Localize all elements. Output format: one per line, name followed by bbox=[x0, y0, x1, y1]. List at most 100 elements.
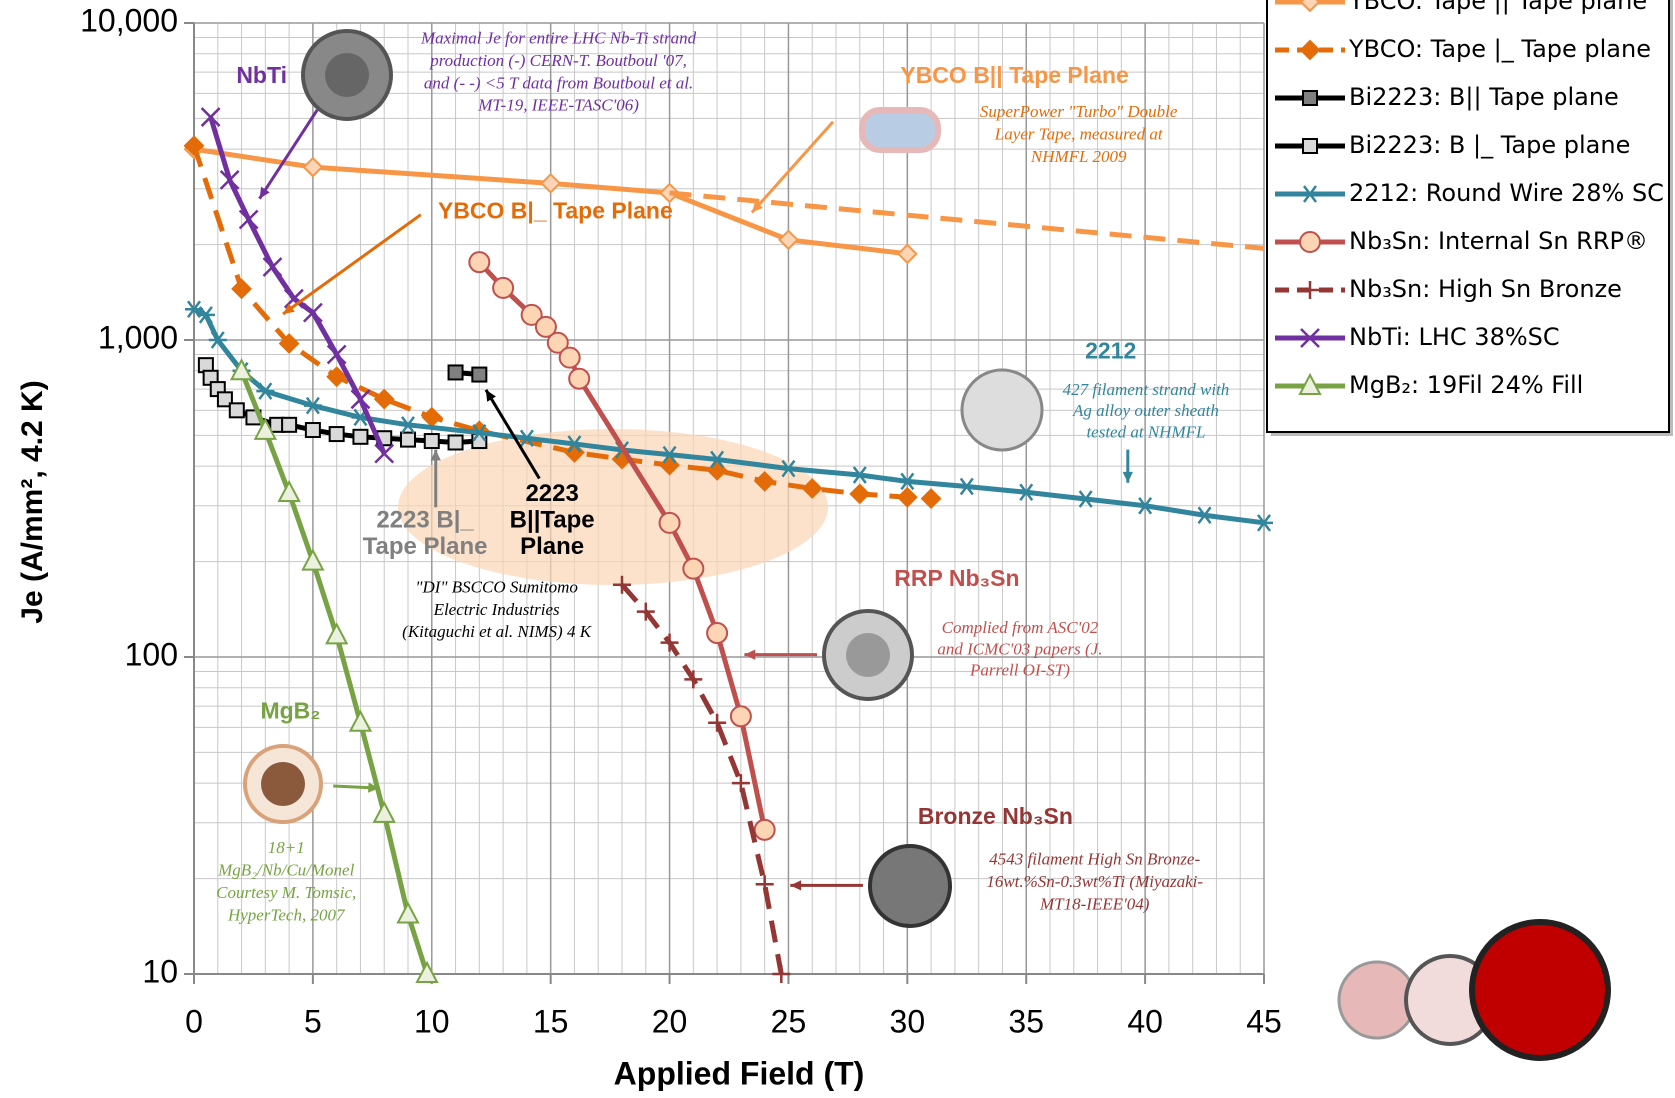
marker bbox=[708, 713, 727, 732]
arrow-head bbox=[430, 449, 441, 461]
ybco-tape-image bbox=[859, 107, 941, 153]
marker bbox=[304, 422, 321, 439]
annotation: HyperTech, 2007 bbox=[227, 905, 346, 924]
marker bbox=[468, 251, 491, 274]
x-tick-label: 0 bbox=[185, 1003, 203, 1039]
marker bbox=[301, 548, 325, 571]
marker bbox=[517, 429, 536, 447]
annotation: production (-) CERN-T. Boutboul '07, bbox=[429, 51, 687, 70]
marker bbox=[520, 303, 543, 326]
marker bbox=[1255, 514, 1273, 532]
marker bbox=[540, 172, 562, 194]
x-tick-label: 20 bbox=[652, 1003, 688, 1039]
nbti-strand-core bbox=[325, 53, 369, 97]
series bbox=[200, 107, 395, 464]
x-tick-label: 45 bbox=[1246, 1003, 1282, 1039]
arrow-head bbox=[1122, 471, 1133, 483]
marker bbox=[660, 445, 679, 464]
marker bbox=[558, 346, 581, 369]
marker bbox=[352, 428, 369, 445]
series bbox=[197, 357, 488, 451]
legend-marker bbox=[1298, 372, 1322, 395]
annotation: Complied from ASC'02 bbox=[942, 618, 1099, 637]
annotation: Maximal Je for entire LHC Nb-Ti strand bbox=[420, 28, 697, 47]
series bbox=[468, 251, 776, 841]
rrp-strand-core bbox=[846, 633, 890, 677]
marker bbox=[200, 107, 221, 127]
annotation: 16wt.%Sn-0.3wt%Ti (Miyazaki- bbox=[986, 872, 1203, 891]
legend-label: YBCO: Tape || Tape plane bbox=[1348, 0, 1647, 15]
arrow bbox=[750, 120, 835, 214]
annotation: Layer Tape, measured at bbox=[994, 125, 1164, 144]
arrow-head bbox=[790, 880, 802, 891]
legend-item: 2212: Round Wire 28% SC bbox=[1275, 179, 1664, 207]
marker bbox=[400, 431, 416, 448]
marker bbox=[1195, 506, 1214, 525]
legend-item: NbTi: LHC 38%SC bbox=[1275, 323, 1560, 351]
marker bbox=[228, 402, 245, 419]
marker bbox=[415, 960, 439, 983]
x-tick-label: 40 bbox=[1127, 1003, 1163, 1039]
marker bbox=[1136, 497, 1155, 515]
series-line bbox=[191, 144, 932, 502]
series bbox=[447, 364, 488, 383]
annotation: 4543 filament High Sn Bronze- bbox=[989, 850, 1200, 869]
legend-marker bbox=[1301, 281, 1319, 299]
annotation: and ICMC'03 papers (J. bbox=[937, 639, 1102, 658]
y-tick-label: 100 bbox=[125, 636, 178, 672]
legend-item: Nb₃Sn: High Sn Bronze bbox=[1275, 275, 1622, 303]
arrow-head bbox=[283, 303, 295, 314]
arrow-head bbox=[751, 201, 763, 213]
marker bbox=[196, 306, 215, 324]
legend-marker bbox=[1302, 90, 1318, 106]
marker bbox=[281, 416, 298, 433]
series bbox=[669, 190, 1265, 251]
annotation: "DI" BSCCO Sumitomo bbox=[415, 577, 578, 596]
annotation: Tape Plane bbox=[363, 533, 488, 560]
marker bbox=[898, 472, 917, 491]
marker bbox=[896, 486, 918, 508]
legend-item: MgB₂: 19Fil 24% Fill bbox=[1275, 371, 1583, 399]
marker bbox=[447, 364, 464, 381]
marker bbox=[470, 423, 489, 442]
marker bbox=[231, 278, 252, 300]
marker bbox=[219, 169, 240, 190]
y-axis-title: Je (A/mm², 4.2 K) bbox=[16, 380, 49, 623]
marker bbox=[568, 367, 591, 390]
plot-area: Maximal Je for entire LHC Nb-Ti strand pr… bbox=[183, 28, 1273, 983]
annotation: (Kitaguchi et al. NIMS) 4 K bbox=[402, 622, 593, 641]
marker bbox=[636, 602, 655, 621]
annotation: 2223 B|_ bbox=[376, 507, 474, 534]
annotation: RRP Nb₃Sn bbox=[894, 565, 1019, 591]
arrow-head bbox=[485, 389, 496, 402]
marker bbox=[534, 315, 557, 338]
annotation: and (- -) <5 T data from Boutboul et al. bbox=[424, 73, 693, 92]
annotation: MT18-IEEE'04) bbox=[1039, 895, 1150, 914]
legend-item: YBCO: Tape |_ Tape plane bbox=[1275, 35, 1651, 63]
marker bbox=[779, 459, 798, 478]
arrow bbox=[484, 389, 541, 480]
arrow bbox=[282, 213, 422, 316]
2212-strand-image bbox=[960, 368, 1044, 452]
marker bbox=[920, 488, 942, 510]
marker bbox=[303, 302, 323, 323]
marker bbox=[283, 288, 304, 309]
annotation: NbTi bbox=[236, 62, 287, 88]
x-tick-label: 30 bbox=[890, 1003, 926, 1039]
marker bbox=[682, 557, 705, 580]
series-line bbox=[193, 146, 908, 257]
marker bbox=[778, 229, 799, 251]
marker bbox=[565, 435, 584, 453]
annotation: 2212 bbox=[1085, 338, 1136, 364]
legend-item: Bi2223: B|| Tape plane bbox=[1275, 83, 1619, 111]
marker bbox=[684, 670, 703, 689]
bronze-strand-image bbox=[868, 844, 952, 928]
legend-item: Bi2223: B |_ Tape plane bbox=[1275, 131, 1630, 159]
annotation: 427 filament strand with bbox=[1063, 380, 1230, 399]
marker bbox=[613, 575, 631, 594]
marker bbox=[396, 901, 420, 924]
marker bbox=[348, 709, 373, 732]
marker bbox=[325, 622, 349, 645]
annotation: Electric Industries bbox=[433, 600, 560, 619]
